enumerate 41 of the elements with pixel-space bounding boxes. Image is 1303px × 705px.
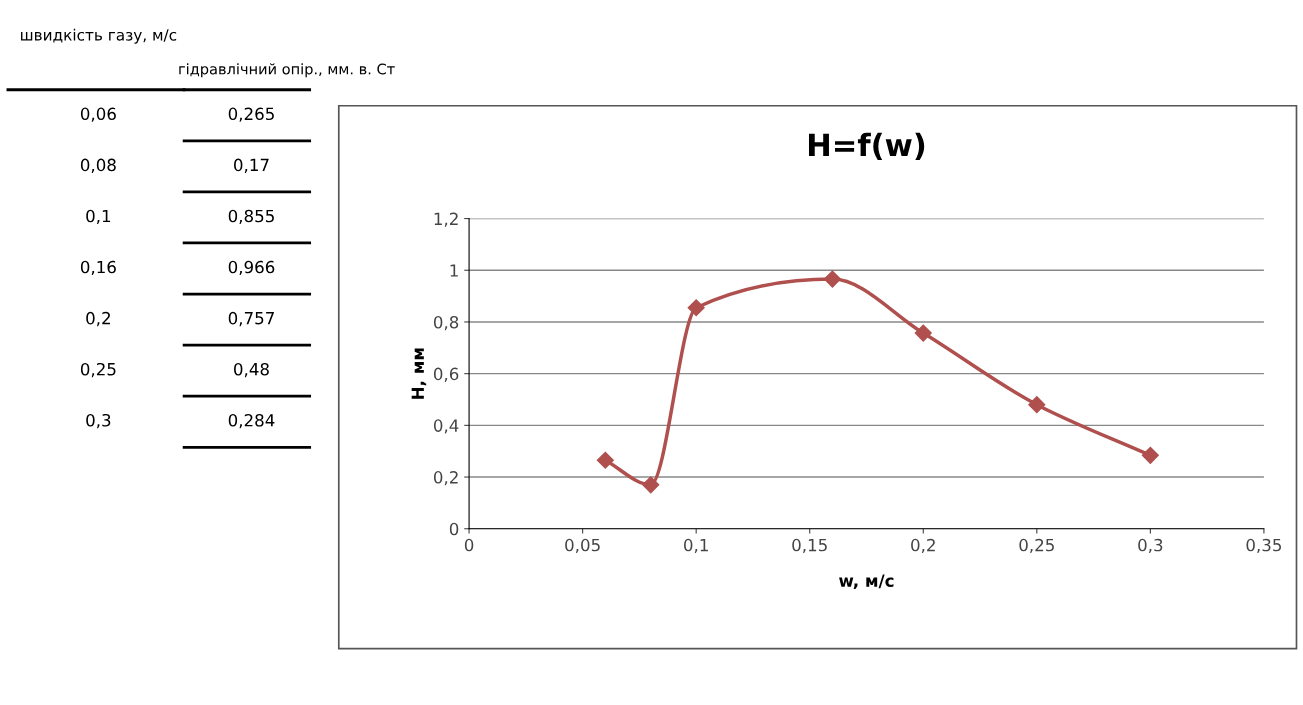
text: 0,284 [228,413,275,429]
text: 0,17 [234,158,269,173]
point [687,299,705,317]
y-axis-title: H, мм [411,348,427,399]
x-tick-label: 0,25 [1019,538,1054,554]
text: швидкість газу, м/с [21,28,177,44]
text: 0,25 [80,362,116,378]
text: 0,265 [228,107,274,122]
y-tick-label: 0 [449,522,459,536]
y-tick-label: 0,2 [433,471,458,486]
text: 0,966 [228,260,275,276]
x-axis-title: w, м/с [839,574,894,590]
y-tick-label: 0,4 [433,419,459,434]
x-tick-label: 0,3 [1138,538,1163,554]
text: 0,08 [80,158,116,173]
point [914,324,932,342]
point [1141,446,1159,464]
x-tick-label: 0,05 [565,538,600,554]
text: 0,06 [80,107,116,122]
y-tick-label: 0,6 [433,367,459,382]
text: 0,2 [86,311,110,327]
x-tick-label: 0,35 [1246,538,1282,554]
y-tick-label: 0,8 [433,315,459,331]
text: 0,3 [86,413,111,429]
text: 0,757 [228,311,274,327]
x-tick-label: 0,15 [792,538,827,554]
text: гідравлічний опір., мм. в. Ст [179,63,395,78]
point [596,451,614,469]
x-tick-label: 0,2 [911,538,935,554]
x-tick-label: 0 [464,538,474,552]
point [823,270,841,288]
point [642,476,660,494]
text: 0,16 [80,260,116,276]
text: 0,48 [234,362,269,378]
text: 0,855 [228,209,274,224]
chart-title: H=f(w) [808,132,925,161]
point [1028,396,1046,414]
y-tick-label: 1 [450,264,458,277]
y-tick-label: 1,2 [434,212,458,227]
text: 0,1 [86,209,111,224]
x-tick-label: 0,1 [684,538,708,554]
